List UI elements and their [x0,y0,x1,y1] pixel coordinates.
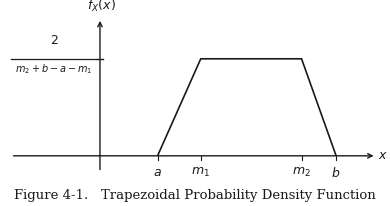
Text: $m_2+b-a-m_1$: $m_2+b-a-m_1$ [15,62,92,76]
Text: Figure 4-1.   Trapezoidal Probability Density Function: Figure 4-1. Trapezoidal Probability Dens… [14,189,376,202]
Text: $b$: $b$ [332,165,341,179]
Text: $a$: $a$ [153,165,162,179]
Text: $f_X(x)$: $f_X(x)$ [87,0,116,14]
Text: 2: 2 [50,34,58,47]
Text: $x$: $x$ [378,149,388,162]
Text: $m_2$: $m_2$ [292,165,311,179]
Text: $m_1$: $m_1$ [191,165,210,179]
